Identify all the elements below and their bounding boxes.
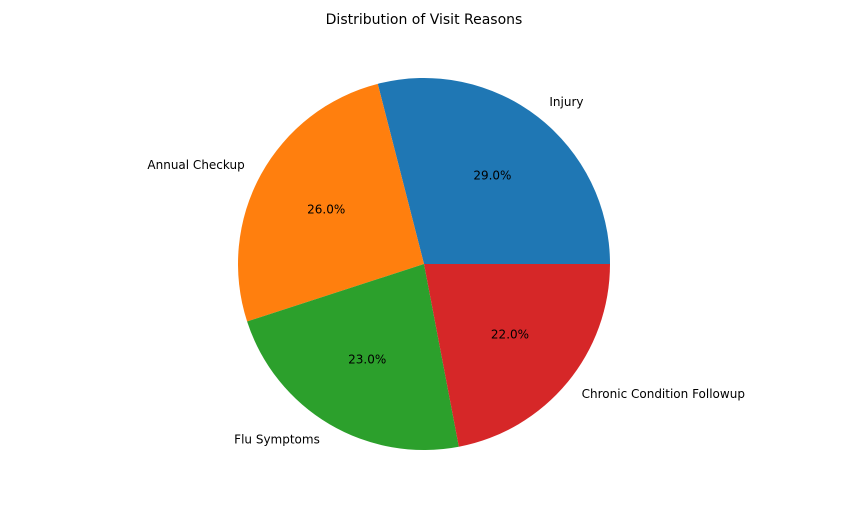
chart-title: Distribution of Visit Reasons <box>326 12 523 28</box>
pct-label-chronic-condition-followup: 22.0% <box>491 328 529 342</box>
pie-slice-chronic-condition-followup <box>424 264 610 447</box>
slice-label-chronic-condition-followup: Chronic Condition Followup <box>582 387 745 401</box>
pie-slice-injury <box>377 78 610 264</box>
pct-label-annual-checkup: 26.0% <box>307 203 345 217</box>
pct-label-flu-symptoms: 23.0% <box>348 353 386 367</box>
slice-label-annual-checkup: Annual Checkup <box>147 158 244 172</box>
slice-label-flu-symptoms: Flu Symptoms <box>234 433 320 447</box>
pct-label-injury: 29.0% <box>473 168 511 182</box>
pie-slice-flu-symptoms <box>247 264 459 451</box>
pie-slices <box>237 78 610 451</box>
pie-labels: Injury 29.0% Annual Checkup 26.0% Flu Sympto… <box>147 95 745 447</box>
pie-slice-annual-checkup <box>237 83 424 322</box>
slice-label-injury: Injury <box>549 95 583 109</box>
